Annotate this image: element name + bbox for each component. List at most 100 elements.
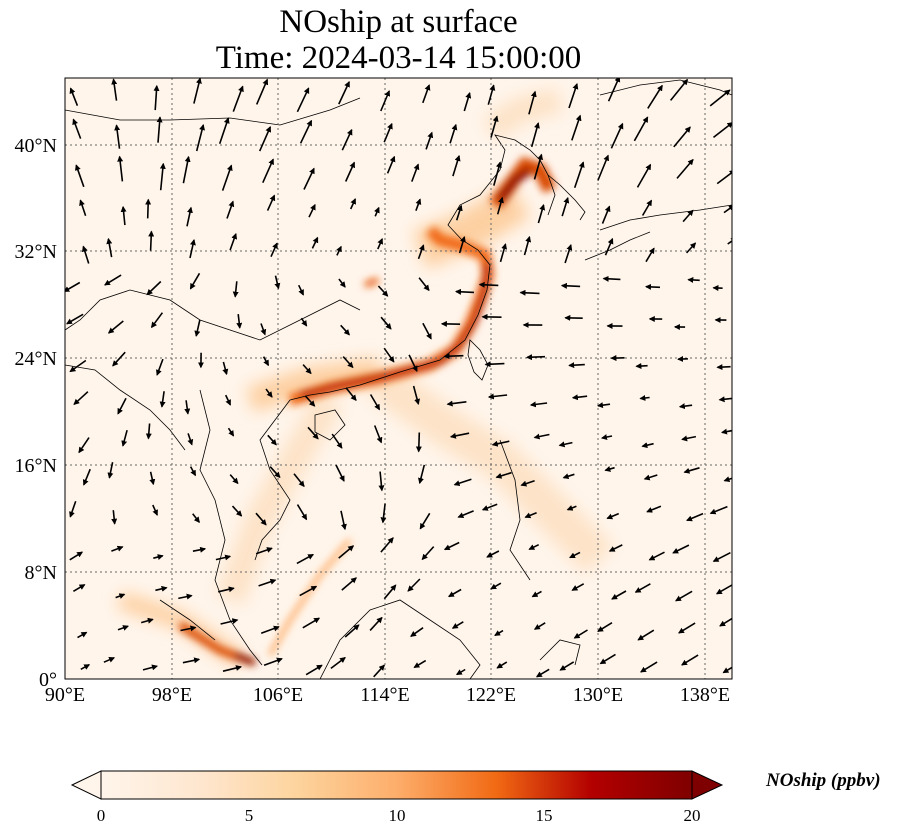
wind-arrow xyxy=(569,551,581,559)
wind-arrow xyxy=(117,155,124,182)
wind-arrow xyxy=(187,433,194,446)
wind-arrow xyxy=(712,551,731,563)
lon-tick-label: 90°E xyxy=(45,684,85,706)
wind-arrow xyxy=(686,242,697,254)
wind-arrow xyxy=(269,466,281,479)
wind-arrow xyxy=(82,468,91,486)
lat-tick-label: 24°N xyxy=(15,348,57,370)
wind-arrow xyxy=(72,584,86,592)
figure-subtitle: Time: 2024-03-14 15:00:00 xyxy=(215,40,582,76)
wind-arrow xyxy=(73,391,89,405)
wind-arrow xyxy=(258,578,277,587)
wind-arrow xyxy=(299,119,313,144)
wind-arrow xyxy=(493,161,502,186)
wind-arrow xyxy=(65,281,81,292)
wind-arrow xyxy=(260,625,280,634)
wind-arrow xyxy=(602,275,621,282)
wind-arrow xyxy=(156,358,164,376)
wind-arrow xyxy=(421,546,435,561)
wind-arrow xyxy=(117,625,129,631)
wind-arrow xyxy=(189,272,201,290)
wind-arrow xyxy=(601,434,613,440)
wind-arrow xyxy=(303,167,315,190)
wind-arrow xyxy=(145,423,152,440)
wind-arrow xyxy=(486,550,500,558)
wind-arrow xyxy=(341,577,357,591)
wind-arrow xyxy=(683,467,700,474)
wind-arrow xyxy=(383,347,395,363)
lon-tick-labels: 90°E 98°E 106°E 114°E 122°E 130°E 138°E xyxy=(45,684,730,706)
colorbar-extend-max xyxy=(691,770,724,800)
wind-arrow xyxy=(490,582,502,590)
wind-arrow xyxy=(159,162,166,191)
wind-arrow xyxy=(417,244,425,260)
wind-arrow xyxy=(377,285,389,297)
wind-arrow xyxy=(524,511,537,519)
wind-arrow xyxy=(709,89,731,107)
wind-arrow xyxy=(496,661,508,669)
wind-arrow xyxy=(377,237,383,250)
wind-arrow xyxy=(104,274,122,286)
wind-arrow xyxy=(533,622,546,630)
wind-arrow xyxy=(184,400,191,415)
wind-arrow xyxy=(107,462,114,479)
wind-arrow xyxy=(681,654,699,666)
wind-arrow xyxy=(338,80,350,105)
wind-arrow xyxy=(449,432,470,439)
wind-arrow xyxy=(641,442,654,449)
wind-arrow xyxy=(112,351,126,367)
wind-arrow xyxy=(669,78,689,101)
wind-arrow xyxy=(528,543,540,551)
wind-arrow xyxy=(448,588,462,598)
wind-arrow xyxy=(451,621,464,629)
wind-arrow xyxy=(526,354,546,361)
wind-arrow xyxy=(443,353,464,360)
wind-arrow xyxy=(646,505,662,513)
wind-arrow xyxy=(422,322,432,340)
wind-arrow xyxy=(186,206,193,227)
wind-arrow xyxy=(194,319,201,337)
wind-arrow xyxy=(678,403,693,410)
wind-arrow xyxy=(721,428,732,435)
wind-arrow xyxy=(573,629,588,639)
wind-arrow xyxy=(634,583,651,593)
colorbar: 0 5 10 15 20 xyxy=(70,770,724,825)
wind-arrow xyxy=(452,154,461,177)
wind-arrow xyxy=(340,324,350,336)
wind-arrow xyxy=(645,247,655,263)
wind-arrow xyxy=(411,163,420,182)
wind-arrow xyxy=(180,625,197,632)
colorbar-tick: 10 xyxy=(389,806,406,825)
wind-arrow xyxy=(307,426,319,440)
wind-arrow xyxy=(311,236,319,249)
wind-arrow xyxy=(599,653,616,665)
wind-arrow xyxy=(672,544,690,554)
wind-arrow xyxy=(77,631,88,639)
wind-arrow xyxy=(266,194,276,211)
wind-arrow xyxy=(645,283,661,290)
wind-arrow xyxy=(262,158,274,184)
wind-arrow xyxy=(383,584,397,600)
lon-tick-label: 98°E xyxy=(152,684,192,706)
wind-arrow xyxy=(681,435,697,442)
wind-arrow xyxy=(331,433,343,449)
wind-arrow xyxy=(111,78,118,101)
wind-arrow xyxy=(673,126,691,148)
wind-arrow xyxy=(648,551,665,561)
wind-arrow xyxy=(330,656,346,670)
wind-arrow xyxy=(380,537,394,553)
wind-arrow xyxy=(386,155,396,174)
wind-arrow xyxy=(455,668,466,676)
wind-arrow xyxy=(344,624,360,638)
wind-arrow xyxy=(425,131,434,150)
wind-arrow xyxy=(224,394,232,406)
lon-tick-label: 138°E xyxy=(680,684,730,706)
wind-arrow xyxy=(192,513,200,523)
wind-arrow xyxy=(410,627,424,637)
wind-arrow xyxy=(380,503,387,524)
lat-tick-labels: 0° 8°N 16°N 24°N 32°N 40°N xyxy=(15,135,57,691)
wind-arrow xyxy=(229,232,238,251)
lat-tick-label: 16°N xyxy=(15,455,57,477)
wind-arrow xyxy=(255,78,269,105)
wind-arrow xyxy=(380,90,391,112)
